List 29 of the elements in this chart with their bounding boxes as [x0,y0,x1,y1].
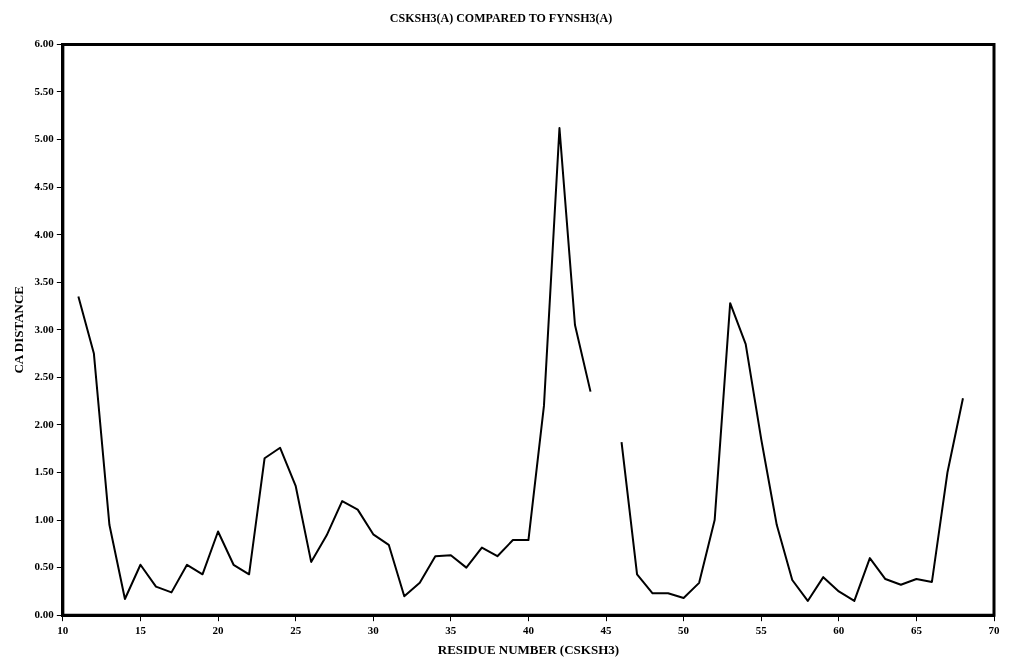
y-tick-label: 1.00 [34,512,55,525]
x-tick-label: 70 [988,623,1000,636]
y-tick-label: 2.50 [34,370,55,383]
y-tick-label: 2.00 [34,417,55,430]
y-tick-label: 4.00 [34,227,55,240]
x-tick-label: 35 [445,623,457,636]
y-axis-title: CA DISTANCE [11,286,27,374]
x-tick-label: 45 [600,623,613,636]
x-tick-label: 10 [57,623,69,636]
x-tick-label: 40 [522,623,535,636]
y-tick-label: 0.00 [34,608,55,621]
x-tick-label: 20 [212,623,225,636]
y-tick-label: 6.00 [34,37,55,50]
y-tick-label: 3.00 [34,322,55,335]
y-tick-label: 4.50 [34,179,55,192]
y-tick-label: 3.50 [34,275,55,288]
x-axis-title: RESIDUE NUMBER (CSKSH3) [437,641,620,657]
y-tick-label: 5.50 [34,84,55,97]
y-tick-label: 5.00 [34,132,55,145]
x-tick-label: 25 [290,623,302,636]
x-tick-label: 55 [755,623,768,636]
x-tick-label: 30 [367,623,380,636]
chart-title: CSKSH3(A) COMPARED TO FYNSH3(A) [389,11,613,26]
y-tick-label: 1.50 [34,465,55,478]
x-tick-label: 15 [134,623,147,636]
x-tick-label: 60 [833,623,845,636]
x-tick-label: 65 [910,623,923,636]
x-tick-label: 50 [678,623,690,636]
y-tick-label: 0.50 [34,560,55,573]
